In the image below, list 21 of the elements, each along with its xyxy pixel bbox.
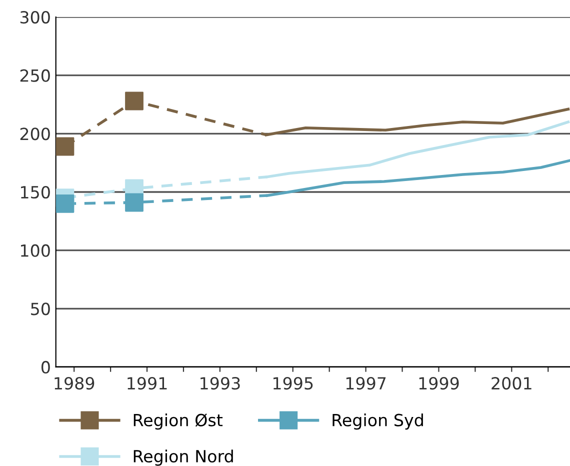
y-tick-label: 300 — [20, 10, 50, 24]
legend-label: Region Øst — [134, 413, 223, 430]
y-tick-label: 200 — [20, 128, 50, 140]
x-tick-label: 1995 — [273, 376, 313, 390]
point — [56, 194, 74, 213]
x-tick-label: 1997 — [346, 376, 386, 390]
y-tick-label: 250 — [20, 69, 50, 82]
y-tick-label: 100 — [21, 244, 50, 257]
point — [56, 137, 74, 156]
y-tick-label: 150 — [21, 186, 50, 199]
x-tick-label: 2001 — [492, 376, 532, 390]
point — [125, 92, 144, 110]
point — [125, 193, 144, 212]
y-tick-label: 0 — [41, 360, 50, 374]
legend-label: Region Nord — [134, 450, 233, 466]
x-tick-label: 1993 — [200, 376, 240, 390]
y-tick-label: 50 — [31, 302, 50, 316]
x-tick-label: 1989 — [54, 376, 94, 390]
x-tick-label: 1999 — [419, 376, 459, 390]
legend-label: Region Syd — [332, 413, 423, 430]
x-tick-label: 1991 — [128, 376, 167, 390]
